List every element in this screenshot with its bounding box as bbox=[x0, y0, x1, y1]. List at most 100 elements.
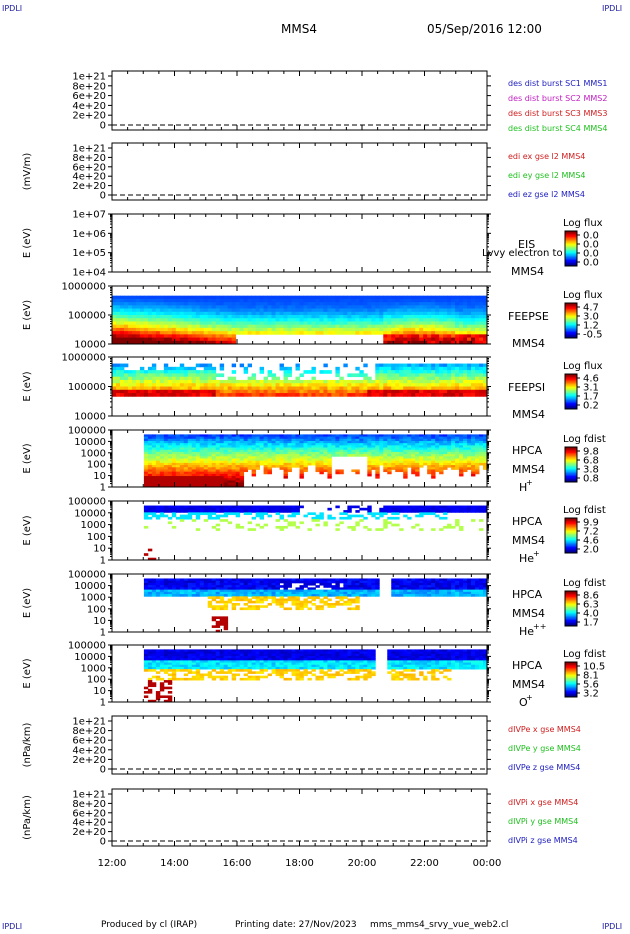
p5-cell bbox=[279, 379, 284, 384]
p6-cell bbox=[223, 462, 229, 466]
p5-cell bbox=[175, 370, 181, 374]
p6-cell bbox=[467, 465, 472, 468]
p6-cell bbox=[435, 447, 440, 451]
p6-cell bbox=[195, 445, 201, 448]
p6-cell bbox=[363, 440, 368, 444]
p4-cell bbox=[119, 302, 125, 306]
p7-cell bbox=[431, 528, 436, 531]
p5-cell bbox=[395, 383, 400, 387]
p4-cell bbox=[451, 295, 456, 300]
p5-cell bbox=[467, 363, 472, 368]
p7-cell bbox=[315, 523, 320, 527]
p6-cell bbox=[215, 451, 221, 455]
p5-cell bbox=[135, 386, 141, 391]
p6-cell bbox=[243, 460, 249, 464]
p7-ytick-label: 100 bbox=[87, 532, 106, 543]
p7-spacecraft: MMS4 bbox=[512, 534, 545, 547]
p6-cell bbox=[431, 476, 436, 479]
p6-cell bbox=[267, 454, 272, 457]
p6-cell bbox=[219, 465, 225, 468]
p7-cell bbox=[155, 510, 161, 513]
p7-cell bbox=[439, 507, 444, 511]
p6-cell bbox=[419, 445, 424, 448]
p7-cell bbox=[315, 519, 320, 522]
p4-cell bbox=[479, 331, 484, 335]
p4-cell bbox=[211, 340, 217, 345]
p6-cell bbox=[251, 465, 257, 468]
p5-cell bbox=[419, 370, 424, 374]
p4-colorbar-step bbox=[565, 317, 577, 320]
p6-cell bbox=[223, 460, 229, 464]
p6-cell bbox=[259, 440, 264, 444]
p6-cell bbox=[211, 469, 217, 473]
p7-cell bbox=[415, 510, 420, 513]
p6-cell bbox=[155, 445, 161, 448]
p7-cell bbox=[179, 505, 185, 509]
p6-cell bbox=[259, 451, 264, 455]
p6-cell bbox=[303, 438, 308, 442]
p5-cell bbox=[295, 393, 300, 397]
p6-cell bbox=[199, 476, 205, 479]
p5-cell bbox=[315, 393, 320, 397]
p5-cell bbox=[459, 379, 464, 384]
p4-colorbar-step bbox=[565, 304, 577, 307]
p7-colorbar-step bbox=[565, 529, 577, 532]
p5-cell bbox=[251, 386, 257, 391]
p5-cell bbox=[459, 366, 464, 371]
p5-cell bbox=[187, 393, 193, 397]
p4-cell bbox=[315, 315, 320, 319]
p6-cell bbox=[367, 471, 372, 475]
p6-cell bbox=[235, 454, 241, 457]
p4-cell bbox=[179, 318, 185, 322]
p7-cell bbox=[199, 507, 205, 511]
p5-cell bbox=[383, 366, 388, 371]
p7-cell bbox=[315, 514, 320, 518]
p6-species: H bbox=[519, 481, 527, 494]
p5-cell bbox=[431, 379, 436, 384]
p4-cell bbox=[435, 340, 440, 345]
p5-cell bbox=[187, 383, 193, 387]
p6-cell bbox=[223, 454, 229, 457]
p6-cell bbox=[219, 445, 225, 448]
p4-cell bbox=[131, 295, 137, 300]
p5-cell bbox=[167, 389, 173, 394]
p4-cell bbox=[203, 337, 209, 342]
p5-cell bbox=[251, 383, 257, 387]
p5-cell bbox=[179, 363, 185, 368]
p6-cell bbox=[267, 471, 272, 475]
p4-cell bbox=[215, 324, 221, 329]
p4-cell bbox=[443, 311, 448, 316]
p4-cell bbox=[319, 295, 324, 300]
p5-cell bbox=[343, 389, 348, 394]
p5-cell bbox=[159, 393, 165, 397]
p6-cell bbox=[391, 467, 396, 470]
p6-cell bbox=[375, 471, 380, 475]
p5-cell bbox=[419, 383, 424, 387]
p7-cell bbox=[463, 505, 468, 509]
p7-cell bbox=[167, 516, 173, 520]
p6-cell bbox=[367, 440, 372, 444]
p4-cell bbox=[243, 318, 249, 322]
p4-cell bbox=[419, 334, 424, 338]
p6-cell bbox=[483, 443, 488, 446]
p6-cell bbox=[179, 482, 185, 486]
p7-cell bbox=[419, 510, 424, 513]
p7-cell bbox=[427, 510, 432, 513]
p6-cell bbox=[239, 449, 245, 453]
p4-cell bbox=[415, 308, 420, 313]
p6-cell bbox=[223, 456, 229, 459]
p6-cell bbox=[471, 458, 476, 462]
p5-cell bbox=[127, 373, 133, 378]
p7-cell bbox=[263, 507, 268, 511]
p5-cell bbox=[375, 363, 380, 368]
p5-cell bbox=[171, 379, 177, 384]
p7-cell bbox=[275, 519, 280, 522]
p6-cell bbox=[287, 460, 292, 464]
p4-cell bbox=[303, 302, 308, 306]
p2-ytick-label: 4e+20 bbox=[72, 172, 106, 183]
p7-cell bbox=[283, 519, 288, 522]
p6-cell bbox=[147, 465, 153, 468]
p7-cell bbox=[291, 510, 296, 513]
p4-cell bbox=[323, 295, 328, 300]
p7-cell bbox=[255, 507, 261, 511]
